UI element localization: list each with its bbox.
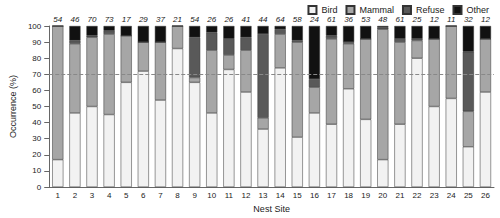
svg-text:Nest Site: Nest Site — [253, 204, 290, 214]
svg-text:11: 11 — [225, 191, 234, 200]
svg-text:73: 73 — [105, 15, 114, 24]
svg-text:10: 10 — [207, 191, 216, 200]
svg-text:54: 54 — [53, 15, 62, 24]
svg-text:17: 17 — [122, 15, 131, 24]
svg-text:26: 26 — [223, 15, 233, 24]
svg-text:20: 20 — [378, 191, 387, 200]
svg-text:25: 25 — [464, 191, 473, 200]
svg-text:2: 2 — [73, 191, 78, 200]
svg-text:14: 14 — [276, 191, 285, 200]
svg-text:26: 26 — [206, 15, 216, 24]
svg-text:15: 15 — [293, 191, 302, 200]
svg-text:10: 10 — [32, 166, 41, 175]
svg-text:13: 13 — [259, 191, 268, 200]
svg-text:21: 21 — [172, 15, 182, 24]
svg-text:37: 37 — [156, 15, 165, 24]
svg-text:50: 50 — [32, 102, 41, 111]
svg-text:20: 20 — [32, 150, 41, 159]
svg-text:60: 60 — [32, 86, 41, 95]
svg-text:32: 32 — [464, 15, 473, 24]
svg-text:70: 70 — [88, 15, 97, 24]
svg-text:Refuse: Refuse — [416, 5, 445, 15]
svg-text:24: 24 — [447, 191, 456, 200]
svg-text:1: 1 — [56, 191, 61, 200]
svg-text:26: 26 — [481, 191, 490, 200]
svg-text:23: 23 — [430, 191, 439, 200]
svg-text:90: 90 — [32, 38, 41, 47]
svg-text:18: 18 — [344, 191, 353, 200]
svg-text:54: 54 — [190, 15, 199, 24]
svg-text:41: 41 — [242, 15, 251, 24]
svg-text:Occurrence (%): Occurrence (%) — [8, 75, 18, 138]
svg-text:40: 40 — [32, 118, 41, 127]
svg-text:3: 3 — [90, 191, 95, 200]
svg-text:70: 70 — [32, 70, 41, 79]
svg-text:12: 12 — [242, 191, 251, 200]
svg-text:8: 8 — [175, 191, 180, 200]
svg-text:16: 16 — [310, 191, 319, 200]
svg-text:64: 64 — [276, 15, 285, 24]
svg-text:61: 61 — [327, 15, 336, 24]
svg-text:6: 6 — [141, 191, 146, 200]
svg-text:12: 12 — [430, 15, 439, 24]
svg-text:100: 100 — [28, 22, 42, 31]
svg-text:5: 5 — [124, 191, 129, 200]
svg-text:9: 9 — [192, 191, 197, 200]
svg-text:36: 36 — [344, 15, 353, 24]
svg-text:24: 24 — [309, 15, 319, 24]
svg-text:Other: Other — [466, 5, 489, 15]
svg-text:58: 58 — [293, 15, 302, 24]
svg-text:7: 7 — [158, 191, 163, 200]
svg-text:22: 22 — [413, 191, 422, 200]
svg-text:29: 29 — [138, 15, 148, 24]
svg-text:11: 11 — [447, 15, 455, 24]
svg-text:61: 61 — [395, 15, 404, 24]
svg-text:19: 19 — [361, 191, 370, 200]
svg-text:53: 53 — [361, 15, 370, 24]
svg-text:21: 21 — [395, 191, 404, 200]
svg-text:25: 25 — [412, 15, 422, 24]
svg-text:4: 4 — [107, 191, 112, 200]
svg-text:Mammal: Mammal — [359, 5, 394, 15]
svg-text:12: 12 — [481, 15, 490, 24]
svg-text:80: 80 — [32, 54, 41, 63]
svg-text:Bird: Bird — [321, 5, 337, 15]
svg-text:0: 0 — [37, 183, 42, 192]
svg-text:48: 48 — [378, 15, 387, 24]
svg-text:17: 17 — [327, 191, 336, 200]
svg-text:30: 30 — [32, 134, 41, 143]
svg-text:46: 46 — [70, 15, 79, 24]
svg-text:44: 44 — [259, 15, 268, 24]
